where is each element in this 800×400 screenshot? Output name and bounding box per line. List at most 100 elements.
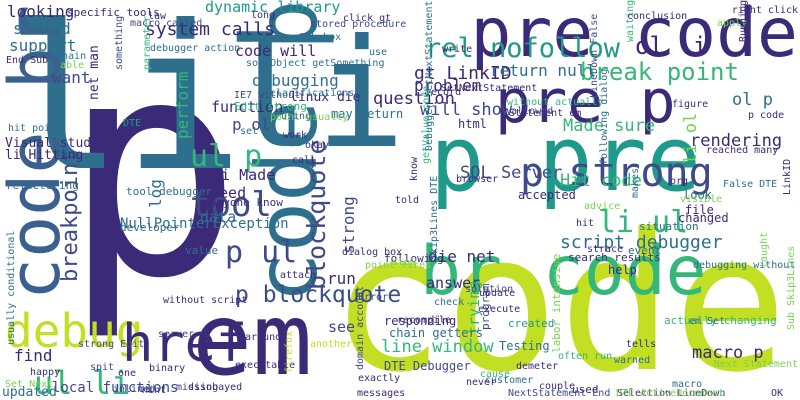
word-anyone-know: anyone know [210, 196, 283, 209]
word-around: around [245, 332, 282, 343]
word-reached-many: reached many [706, 145, 779, 156]
word-point-fires: point fires [365, 260, 432, 271]
word-rel-nofollow: rel nofollow [425, 33, 621, 64]
word-used: used [572, 383, 599, 396]
word-one: one [118, 368, 137, 379]
word-binary: binary [149, 363, 186, 374]
word-error: Error [358, 292, 389, 303]
word-chain-getters: chain getters [389, 326, 483, 340]
word-clarifications: clarifications [270, 88, 355, 99]
word-without-script: without script [163, 295, 248, 306]
word-debugger-setnextstatement: Debugger SetNextStatement [424, 0, 435, 151]
word-macro-p: macro p [692, 343, 764, 363]
word-strace: strace [587, 244, 624, 255]
word-allowed: allowed [511, 106, 554, 117]
word-answer: answer [426, 274, 481, 292]
word-dte-debugger: DTE Debugger [384, 359, 471, 373]
word-slow: slow [392, 257, 417, 268]
word-li-ol: li ol [681, 112, 701, 164]
word-rendering: rendering [690, 131, 783, 151]
word-missing: missing [176, 382, 219, 393]
word-law: law [148, 11, 167, 22]
word-hint: Hint [142, 385, 167, 396]
word-executable: executable [235, 360, 296, 371]
word-never: never [466, 377, 497, 388]
word-false-dte: False DTE [723, 179, 778, 190]
word-able: able [60, 60, 85, 71]
word-solution: solution [465, 284, 514, 295]
word-someobject-getsomething: someObject getSomething [246, 58, 385, 69]
word-developer: developer [120, 221, 180, 234]
word-update: update [479, 288, 516, 299]
word-code-will: code will [235, 42, 317, 60]
word-taught: taught [759, 231, 770, 268]
word-specific-tools: specific tools [67, 6, 160, 19]
word-hit-point: hit point [8, 123, 63, 134]
word-execute: execute [478, 304, 521, 315]
word-testing: Testing [499, 339, 550, 353]
word-return-null: return null [490, 61, 596, 80]
word-usually-conditional: usually conditional [6, 230, 17, 345]
word-spit: spit [90, 362, 115, 373]
word-p: p [62, 0, 243, 344]
word-customer: customer [485, 375, 534, 386]
word-dynamic-library: dynamic library [205, 0, 341, 16]
word-macro-called: macro called [130, 18, 203, 29]
word-apply: apply [717, 18, 748, 29]
word-debug: debug [5, 304, 144, 358]
word-updated: updated [2, 385, 57, 400]
word-without-actually: without actually [507, 97, 604, 108]
word-p-pre: p pre [430, 107, 701, 212]
word-will-show: will show [420, 100, 513, 120]
word-code: code [330, 193, 788, 400]
word-ol-p: ol p [732, 90, 773, 110]
word-tool-debugger: tool debugger [126, 185, 213, 198]
word-value: value [185, 244, 219, 257]
word-statement-em: Statement em [509, 108, 582, 119]
word-pre-code: pre code [470, 0, 798, 73]
word-firefox: firefox [284, 330, 295, 373]
word-net-man: net man [87, 45, 102, 100]
word-recompile: recompile [397, 315, 452, 326]
word-html: html [458, 117, 487, 131]
word-second: second [13, 19, 71, 38]
word-p-code: p code [748, 110, 785, 121]
word-edit-strong: Edit strong [234, 100, 307, 113]
word-help: help [608, 263, 637, 277]
word-may-return: may return [331, 107, 404, 121]
word-record: record [425, 87, 462, 98]
word-li-made: li Made [212, 166, 276, 184]
word-couple: couple [539, 381, 576, 392]
word-attach: attach [280, 270, 317, 281]
word-often-run: often run [558, 351, 613, 362]
word-em: em [192, 281, 313, 398]
word-strong-edit: strong Edit [78, 339, 145, 350]
word-stored-procedure: stored procedure [310, 19, 407, 30]
word-looking: looking [7, 2, 75, 21]
word-made-sure: Made sure [563, 116, 656, 136]
word-right-click: right click [731, 5, 798, 16]
word-using: using [281, 111, 312, 122]
word-next-statement: Next Statement [713, 359, 798, 370]
word-debugger-action: debugger action [150, 43, 241, 54]
word-created: created [508, 317, 555, 330]
word-click-gt: click gt [343, 13, 392, 24]
word-data: data [200, 208, 237, 226]
word-okay: okay [305, 140, 330, 151]
word-skip3lines-dte: Skip3Lines DTE [429, 175, 440, 260]
word-local-functions: local functions [52, 380, 179, 396]
word-check: check [434, 297, 465, 308]
word-makes: makes [630, 167, 641, 198]
word-support: support [9, 36, 77, 55]
word-see: see [328, 318, 356, 336]
word-happy: happy [30, 367, 61, 378]
word-cause: cause [480, 369, 511, 380]
word-domain-account: domain account [355, 285, 366, 370]
word-running: Running [738, 0, 749, 43]
word-ul-li: ul li [34, 364, 131, 400]
word-following: following [384, 252, 444, 265]
word-call: call [292, 155, 317, 166]
word-break-point: break point [580, 58, 739, 86]
word-p-blockquote: p blockquote [235, 282, 402, 308]
